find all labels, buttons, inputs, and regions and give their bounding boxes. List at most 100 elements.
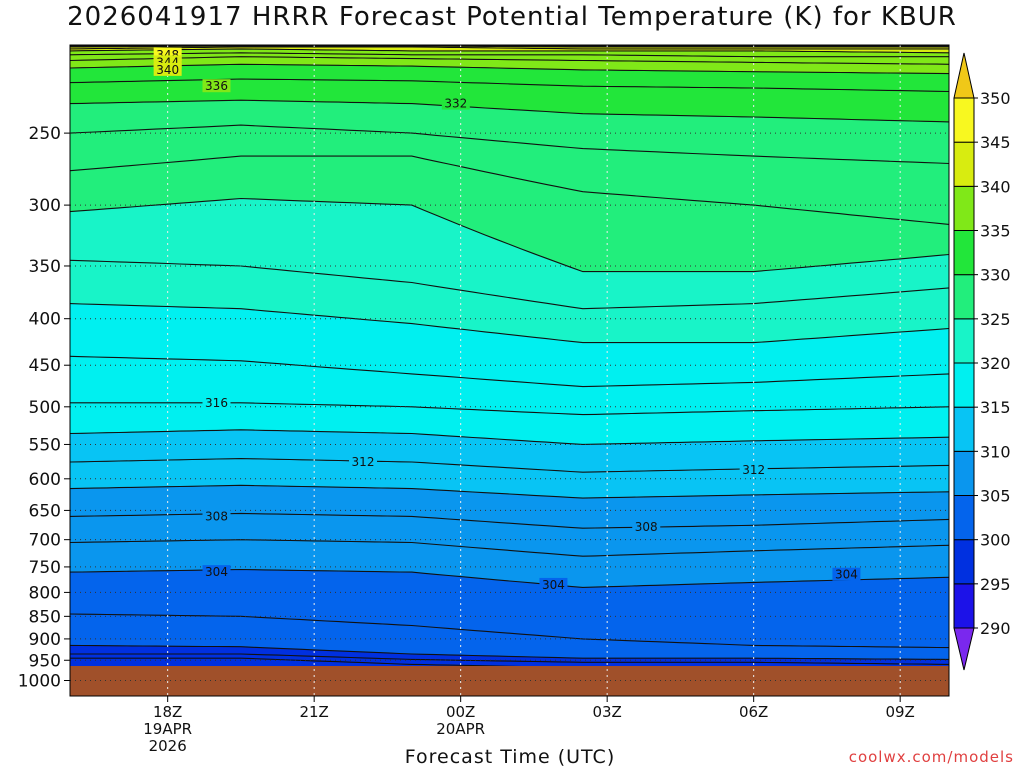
- y-tick-label-400: 400: [29, 310, 61, 330]
- contour-312: [70, 458, 949, 473]
- colorbar-label-310: 310: [980, 442, 1011, 461]
- contour-298: [70, 653, 949, 665]
- colorbar-segment-325: [953, 274, 975, 320]
- colorbar-extend-top: [953, 52, 975, 99]
- contour-330: [70, 99, 949, 123]
- x-tick-label-2026: 2026: [149, 737, 187, 755]
- colorbar-segment-310: [953, 406, 975, 452]
- colorbar-label-290: 290: [980, 619, 1011, 638]
- contour-306: [70, 539, 949, 557]
- colorbar-segment-300: [953, 495, 975, 541]
- colorbar-label-330: 330: [980, 266, 1011, 285]
- colorbar-segment-335: [953, 185, 975, 231]
- y-tick-label-950: 950: [29, 651, 61, 671]
- contour-label-bg: [441, 96, 470, 110]
- contour-338: [70, 52, 949, 58]
- x-tick-label-18Z: 18Z: [153, 703, 182, 721]
- contour-label-bg: [202, 395, 231, 409]
- y-tick-label-350: 350: [29, 257, 61, 277]
- contour-label-bg: [632, 520, 661, 534]
- colorbar-label-320: 320: [980, 354, 1011, 373]
- grid-lines: [70, 45, 949, 696]
- contour-label-bg: [202, 79, 231, 93]
- contour-label-bg: [539, 577, 568, 591]
- x-tick-label-20APR: 20APR: [436, 720, 485, 738]
- contour-label-bg: [153, 62, 182, 76]
- contour-302: [70, 613, 949, 649]
- colorbar-label-335: 335: [980, 222, 1011, 241]
- colorbar-label-300: 300: [980, 531, 1011, 550]
- y-tick-label-600: 600: [29, 470, 61, 490]
- contour-label-332: 332: [444, 97, 467, 111]
- contour-318: [70, 355, 949, 388]
- y-tick-label-250: 250: [29, 124, 61, 144]
- contour-label-bg: [739, 463, 768, 477]
- contour-label-316: 316: [205, 396, 228, 410]
- colorbar-label-350: 350: [980, 89, 1011, 108]
- contour-324: [70, 197, 949, 273]
- page-title: 2026041917 HRRR Forecast Potential Tempe…: [67, 2, 957, 32]
- colorbar-label-295: 295: [980, 575, 1011, 594]
- y-tick-label-450: 450: [29, 356, 61, 376]
- contour-label-bg: [202, 509, 231, 523]
- colorbar-segment-290: [953, 583, 975, 629]
- contour-label-304: 304: [205, 565, 228, 579]
- y-tick-label-750: 750: [29, 558, 61, 578]
- colorbar-segment-315: [953, 362, 975, 408]
- contour-322: [70, 259, 949, 310]
- contour-300: [70, 644, 949, 660]
- y-tick-label-800: 800: [29, 583, 61, 603]
- credit-link[interactable]: coolwx.com/models: [848, 748, 1014, 766]
- contour-314: [70, 429, 949, 445]
- y-tick-label-500: 500: [29, 398, 61, 418]
- x-tick-label-06Z: 06Z: [739, 703, 768, 721]
- colorbar-label-340: 340: [980, 177, 1011, 196]
- x-tick-label-09Z: 09Z: [885, 703, 914, 721]
- contour-label-bg: [349, 454, 377, 468]
- contour-310: [70, 484, 949, 499]
- x-tick-label-00Z: 00Z: [446, 703, 475, 721]
- contour-label-bg: [202, 565, 231, 579]
- colorbar-segment-305: [953, 450, 975, 497]
- contour-label-bg: [832, 567, 861, 581]
- contour-label-340: 340: [156, 63, 179, 77]
- shaded-fill-layer: [70, 45, 949, 696]
- ground-below-surface: [70, 666, 949, 696]
- colorbar-extend-bottom: [953, 627, 975, 671]
- colorbar: 290 295 300 305 310 315 320 325 330 335 340 345 350: [953, 52, 1011, 671]
- contour-label-304: 304: [835, 568, 858, 582]
- x-tick-label-19APR: 19APR: [143, 720, 192, 738]
- contour-320: [70, 303, 949, 344]
- colorbar-segment-330: [953, 230, 975, 276]
- colorbar-segment-340: [953, 141, 975, 187]
- contour-label-308: 308: [205, 509, 228, 523]
- colorbar-segment-320: [953, 318, 975, 364]
- y-tick-label-900: 900: [29, 630, 61, 650]
- x-axis-label: Forecast Time (UTC): [404, 746, 616, 768]
- y-tick-label-300: 300: [29, 196, 61, 216]
- contour-label-312: 312: [742, 463, 765, 477]
- colorbar-label-315: 315: [980, 398, 1011, 417]
- colorbar-segment-295: [953, 539, 975, 585]
- x-tick-label-03Z: 03Z: [592, 703, 621, 721]
- x-tick-label-21Z: 21Z: [299, 703, 328, 721]
- colorbar-label-345: 345: [980, 133, 1011, 152]
- y-tick-label-700: 700: [29, 531, 61, 551]
- y-tick-label-850: 850: [29, 607, 61, 627]
- y-tick-label-650: 650: [29, 501, 61, 521]
- contour-label-336: 336: [205, 79, 228, 93]
- contour-label-304: 304: [542, 578, 565, 592]
- contour-label-312: 312: [352, 455, 375, 469]
- contour-326: [70, 155, 949, 225]
- contour-label-308: 308: [635, 520, 658, 534]
- contour-344: [70, 45, 949, 48]
- y-tick-label-550: 550: [29, 435, 61, 455]
- y-axis: 250 300 350 400 450 500 550 600 650 700 750 800 850 9…: [18, 124, 70, 692]
- contour-342: [70, 46, 949, 50]
- y-tick-label-1000: 1000: [18, 672, 61, 692]
- contour-336: [70, 56, 949, 65]
- colorbar-label-325: 325: [980, 310, 1011, 329]
